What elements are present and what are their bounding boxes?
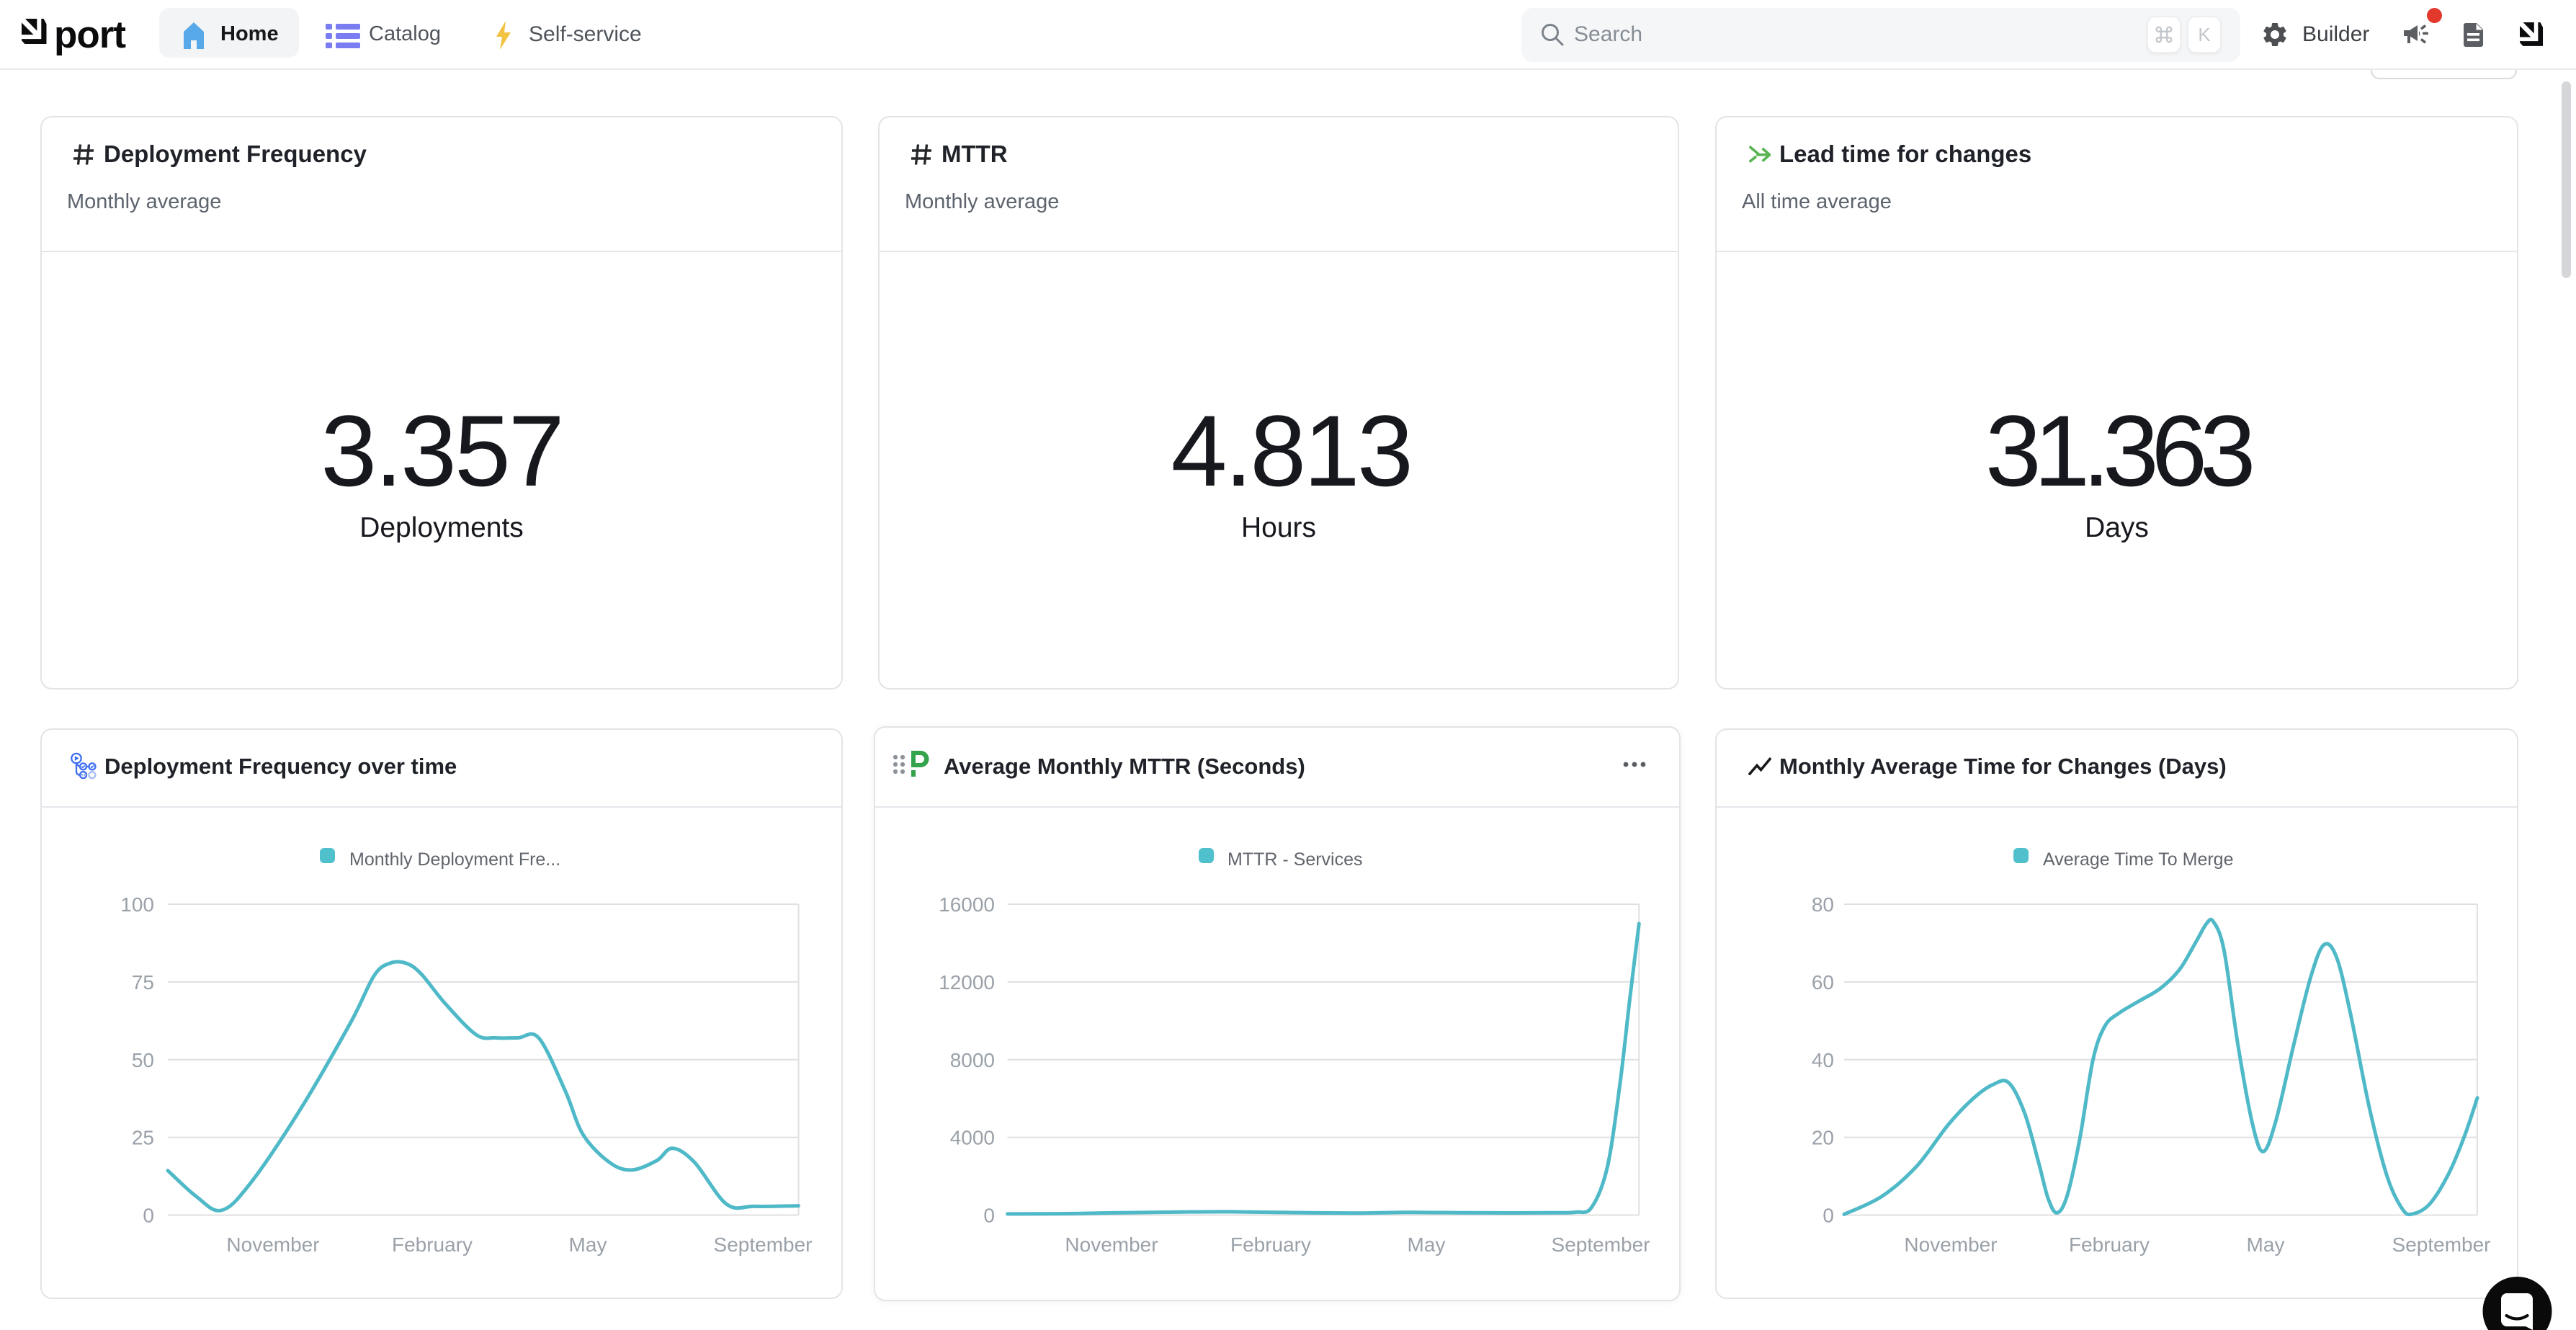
svg-text:May: May: [2247, 1233, 2285, 1256]
svg-text:May: May: [1408, 1233, 1446, 1256]
svg-text:November: November: [1065, 1233, 1158, 1256]
svg-text:4000: 4000: [950, 1127, 995, 1149]
svg-text:75: 75: [132, 971, 154, 994]
svg-text:80: 80: [1812, 893, 1834, 916]
svg-text:February: February: [2069, 1233, 2150, 1256]
svg-text:20: 20: [1812, 1127, 1834, 1149]
svg-text:12000: 12000: [939, 971, 995, 994]
svg-text:25: 25: [132, 1127, 154, 1149]
svg-text:8000: 8000: [950, 1049, 995, 1071]
svg-text:November: November: [1904, 1233, 1997, 1256]
svg-text:60: 60: [1812, 971, 1834, 994]
svg-text:0: 0: [983, 1205, 995, 1227]
svg-text:September: September: [1552, 1233, 1650, 1256]
svg-text:16000: 16000: [939, 893, 995, 916]
svg-text:September: September: [2392, 1233, 2491, 1256]
svg-text:40: 40: [1812, 1049, 1834, 1071]
svg-text:50: 50: [132, 1049, 154, 1071]
svg-text:100: 100: [120, 893, 154, 916]
svg-text:February: February: [392, 1233, 473, 1256]
svg-text:September: September: [714, 1233, 813, 1256]
svg-text:0: 0: [143, 1205, 154, 1227]
svg-text:February: February: [1230, 1233, 1311, 1256]
svg-text:May: May: [569, 1233, 607, 1256]
svg-text:November: November: [226, 1233, 319, 1256]
svg-text:0: 0: [1823, 1205, 1834, 1227]
